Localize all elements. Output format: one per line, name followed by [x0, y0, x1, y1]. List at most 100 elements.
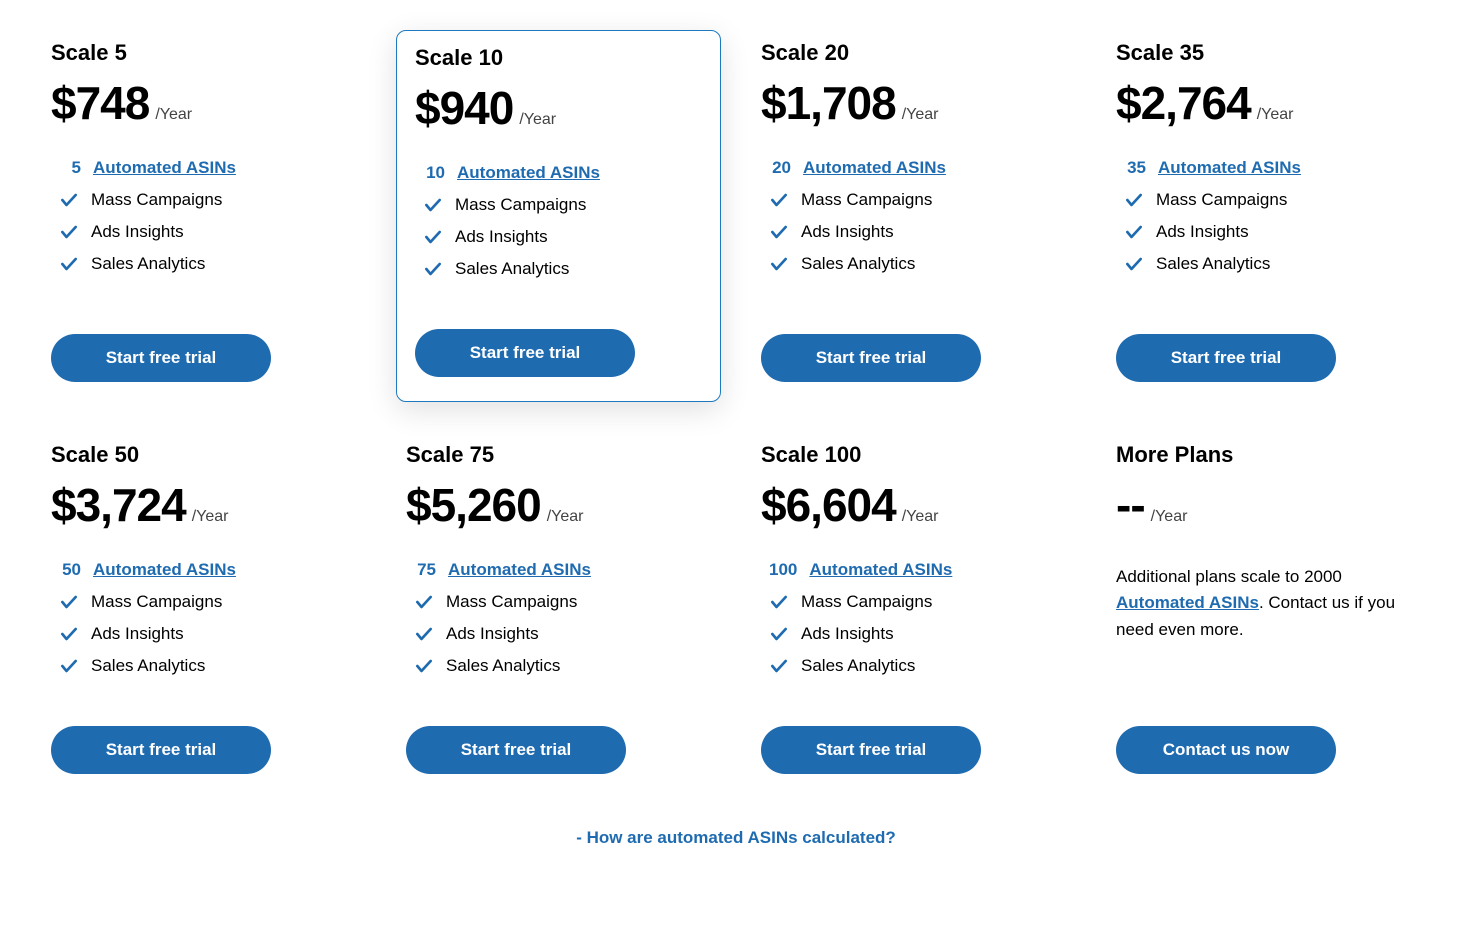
feature-ads-insights: Ads Insights	[769, 222, 1066, 242]
feature-mass-campaigns: Mass Campaigns	[59, 190, 356, 210]
feature-list: 5 Automated ASINs Mass Campaigns Ads Insigh…	[59, 158, 356, 296]
feature-label: Ads Insights	[801, 222, 894, 242]
feature-list: 10Automated ASINs Mass Campaigns Ads Insig…	[423, 163, 702, 291]
how-calculated-link[interactable]: - How are automated ASINs calculated?	[576, 828, 896, 847]
plan-card: Scale 75$5,260/Year75Automated ASINsMass…	[396, 432, 721, 794]
feature-ads-insights: Ads Insights	[59, 624, 356, 644]
start-free-trial-button[interactable]: Start free trial	[1116, 334, 1336, 382]
asin-count: 20	[769, 158, 791, 178]
feature-sales-analytics: Sales Analytics	[59, 254, 356, 274]
start-free-trial-button[interactable]: Start free trial	[761, 726, 981, 774]
feature-label: Ads Insights	[91, 624, 184, 644]
feature-label: Sales Analytics	[455, 259, 569, 279]
price-row: $1,708/Year	[761, 76, 1066, 130]
feature-label: Mass Campaigns	[455, 195, 586, 215]
price-row: -- /Year	[1116, 478, 1421, 532]
feature-label: Ads Insights	[455, 227, 548, 247]
plan-card: Scale 100$6,604/Year100Automated ASINsMa…	[751, 432, 1076, 794]
plan-name: More Plans	[1116, 442, 1421, 468]
price-period: /Year	[902, 508, 939, 526]
feature-asins: 5 Automated ASINs	[59, 158, 356, 178]
feature-label: Sales Analytics	[801, 656, 915, 676]
feature-label: Sales Analytics	[1156, 254, 1270, 274]
automated-asins-link[interactable]: Automated ASINs	[457, 163, 600, 183]
feature-sales-analytics: Sales Analytics	[414, 656, 711, 676]
start-free-trial-button[interactable]: Start free trial	[51, 726, 271, 774]
feature-label: Sales Analytics	[446, 656, 560, 676]
feature-list: 20 Automated ASINs Mass Campaigns Ads Insig…	[769, 158, 1066, 296]
feature-sales-analytics: Sales Analytics	[1124, 254, 1421, 274]
feature-mass-campaigns: Mass Campaigns	[59, 592, 356, 612]
price-value: $2,764	[1116, 76, 1251, 130]
check-icon	[1124, 222, 1144, 242]
automated-asins-link[interactable]: Automated ASINs	[93, 158, 236, 178]
plan-card: Scale 5$748/Year5Automated ASINsMass Cam…	[41, 30, 366, 402]
check-icon	[59, 222, 79, 242]
feature-sales-analytics: Sales Analytics	[423, 259, 702, 279]
price-value: --	[1116, 478, 1145, 532]
feature-list: 50 Automated ASINs Mass Campaigns Ads Insig…	[59, 560, 356, 688]
automated-asins-link[interactable]: Automated ASINs	[93, 560, 236, 580]
start-free-trial-button[interactable]: Start free trial	[415, 329, 635, 377]
more-desc-prefix: Additional plans scale to 2000	[1116, 567, 1342, 586]
price-period: /Year	[1151, 508, 1188, 526]
plan-name: Scale 5	[51, 40, 356, 66]
check-icon	[59, 624, 79, 644]
price-row: $3,724/Year	[51, 478, 356, 532]
feature-asins: 20 Automated ASINs	[769, 158, 1066, 178]
check-icon	[769, 222, 789, 242]
feature-sales-analytics: Sales Analytics	[769, 254, 1066, 274]
feature-label: Sales Analytics	[91, 254, 205, 274]
start-free-trial-button[interactable]: Start free trial	[761, 334, 981, 382]
start-free-trial-button[interactable]: Start free trial	[406, 726, 626, 774]
feature-label: Mass Campaigns	[801, 190, 932, 210]
check-icon	[414, 592, 434, 612]
asin-count: 35	[1124, 158, 1146, 178]
check-icon	[414, 624, 434, 644]
contact-us-button[interactable]: Contact us now	[1116, 726, 1336, 774]
plan-name: Scale 75	[406, 442, 711, 468]
plan-name: Scale 50	[51, 442, 356, 468]
automated-asins-link[interactable]: Automated ASINs	[803, 158, 946, 178]
plan-card: Scale 20 $1,708/Year 20 Automated ASINs Mass…	[751, 30, 1076, 402]
feature-ads-insights: Ads Insights	[59, 222, 356, 242]
check-icon	[769, 624, 789, 644]
asin-count: 50	[59, 560, 81, 580]
feature-label: Mass Campaigns	[1156, 190, 1287, 210]
plan-name: Scale 20	[761, 40, 1066, 66]
feature-label: Ads Insights	[91, 222, 184, 242]
feature-label: Mass Campaigns	[91, 592, 222, 612]
footer-link-row: - How are automated ASINs calculated?	[40, 828, 1432, 848]
feature-sales-analytics: Sales Analytics	[769, 656, 1066, 676]
automated-asins-link[interactable]: Automated ASINs	[1158, 158, 1301, 178]
feature-label: Mass Campaigns	[801, 592, 932, 612]
automated-asins-link[interactable]: Automated ASINs	[448, 560, 591, 580]
feature-label: Sales Analytics	[801, 254, 915, 274]
asin-count: 5	[59, 158, 81, 178]
check-icon	[769, 254, 789, 274]
pricing-grid: Scale 5$748/Year5Automated ASINsMass Cam…	[41, 30, 1431, 794]
automated-asins-link[interactable]: Automated ASINs	[809, 560, 952, 580]
feature-ads-insights: Ads Insights	[414, 624, 711, 644]
check-icon	[414, 656, 434, 676]
automated-asins-link[interactable]: Automated ASINs	[1116, 593, 1259, 612]
price-value: $1,708	[761, 76, 896, 130]
check-icon	[423, 227, 443, 247]
feature-label: Ads Insights	[801, 624, 894, 644]
feature-label: Mass Campaigns	[91, 190, 222, 210]
plan-card: Scale 10$940/Year10Automated ASINsMass C…	[396, 30, 721, 402]
feature-asins: 10Automated ASINs	[423, 163, 702, 183]
feature-list: 100Automated ASINsMass CampaignsAds Insi…	[769, 560, 1066, 688]
check-icon	[59, 592, 79, 612]
price-period: /Year	[547, 508, 584, 526]
plan-name: Scale 10	[415, 45, 702, 71]
start-free-trial-button[interactable]: Start free trial	[51, 334, 271, 382]
price-period: /Year	[192, 508, 229, 526]
price-period: /Year	[1257, 106, 1294, 124]
feature-label: Mass Campaigns	[446, 592, 577, 612]
plan-card: Scale 50 $3,724/Year 50 Automated ASINs Mass…	[41, 432, 366, 794]
feature-mass-campaigns: Mass Campaigns	[423, 195, 702, 215]
check-icon	[769, 592, 789, 612]
feature-label: Ads Insights	[446, 624, 539, 644]
feature-list: 35Automated ASINsMass CampaignsAds Insig…	[1124, 158, 1421, 296]
